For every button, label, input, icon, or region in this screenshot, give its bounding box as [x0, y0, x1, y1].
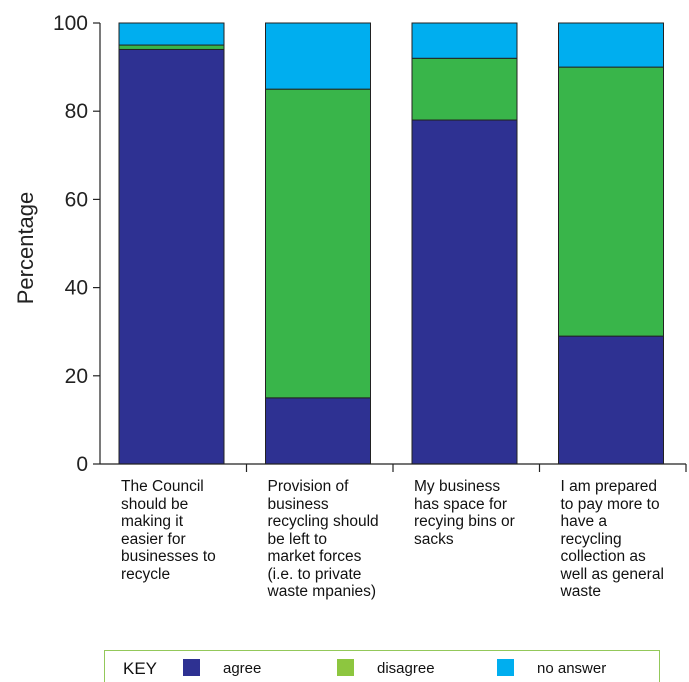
category-label-line: well as general	[560, 565, 664, 583]
bar-disagree-3	[411, 57, 518, 121]
category-label-2: Provision of business recycling should be l…	[268, 478, 398, 601]
bar-agree-2	[265, 397, 371, 465]
y-tick-label-40: 40	[65, 277, 88, 300]
category-label-line: should be	[121, 495, 189, 513]
bar-no-answer-4	[558, 22, 664, 68]
category-label-line: The Council	[121, 478, 204, 495]
bar-disagree-2	[265, 88, 371, 399]
y-axis-label-text: Percentage	[13, 191, 38, 305]
legend-label-disagree: disagree	[377, 660, 435, 677]
category-label-4: I am prepared to pay more to have a recycli…	[561, 478, 689, 601]
y-tick-label-80: 80	[65, 100, 88, 123]
y-tick-label-20: 20	[65, 365, 88, 388]
category-label-line: collection as	[560, 548, 646, 565]
category-label-line: recycle	[121, 565, 171, 583]
category-label-line: Provision of	[267, 478, 349, 495]
legend-swatch-agree	[183, 659, 200, 676]
y-axis-label: Percentage	[6, 175, 46, 325]
y-tick-label-100: 100	[53, 12, 88, 35]
bar-agree-3	[411, 119, 518, 465]
legend-swatch-no-answer	[497, 659, 514, 676]
category-label-line: recying bins or	[414, 513, 515, 530]
category-label-line: waste mpanies)	[267, 583, 377, 600]
y-tick-label-0: 0	[76, 453, 88, 476]
category-label-3: My business has space for recying bins or s…	[414, 478, 544, 548]
category-label-line: have a	[560, 513, 608, 530]
category-label-1: The Council should be making it easier for b…	[121, 478, 251, 583]
category-label-line: recycling	[560, 530, 622, 548]
category-label-line: easier for	[121, 530, 186, 548]
category-label-line: has space for	[414, 495, 508, 513]
category-label-line: business	[267, 495, 329, 513]
bars-group	[118, 22, 664, 465]
bar-no-answer-1	[118, 22, 225, 46]
bar-disagree-4	[558, 66, 664, 337]
category-label-line: businesses to	[121, 548, 216, 565]
legend-label-agree: agree	[223, 660, 262, 677]
bar-no-answer-2	[265, 22, 371, 90]
key-title: KEY	[123, 659, 158, 678]
category-label-line: be left to	[267, 530, 327, 548]
axes-group: 0 20 40 60 80 100	[53, 12, 687, 476]
bar-agree-4	[558, 335, 664, 465]
category-label-line: making it	[121, 513, 184, 530]
bar-no-answer-3	[411, 22, 518, 59]
bar-agree-1	[118, 48, 225, 465]
category-label-line: sacks	[414, 530, 454, 548]
legend-label-no-answer: no answer	[537, 660, 607, 677]
category-label-line: recycling should	[267, 513, 379, 530]
category-label-line: (i.e. to private	[267, 565, 362, 583]
category-label-line: My business	[414, 478, 501, 495]
y-tick-label-60: 60	[65, 188, 88, 211]
category-label-line: I am prepared	[560, 478, 658, 495]
stacked-bar-chart: 0 20 40 60 80 100	[53, 12, 687, 476]
category-label-line: to pay more to	[560, 495, 660, 513]
legend-swatch-disagree	[337, 659, 354, 676]
bar-disagree-1	[118, 44, 225, 50]
category-label-line: market forces	[267, 548, 362, 565]
legend-key: KEY agree disagree no answer	[104, 650, 660, 682]
category-label-line: waste	[560, 583, 602, 600]
